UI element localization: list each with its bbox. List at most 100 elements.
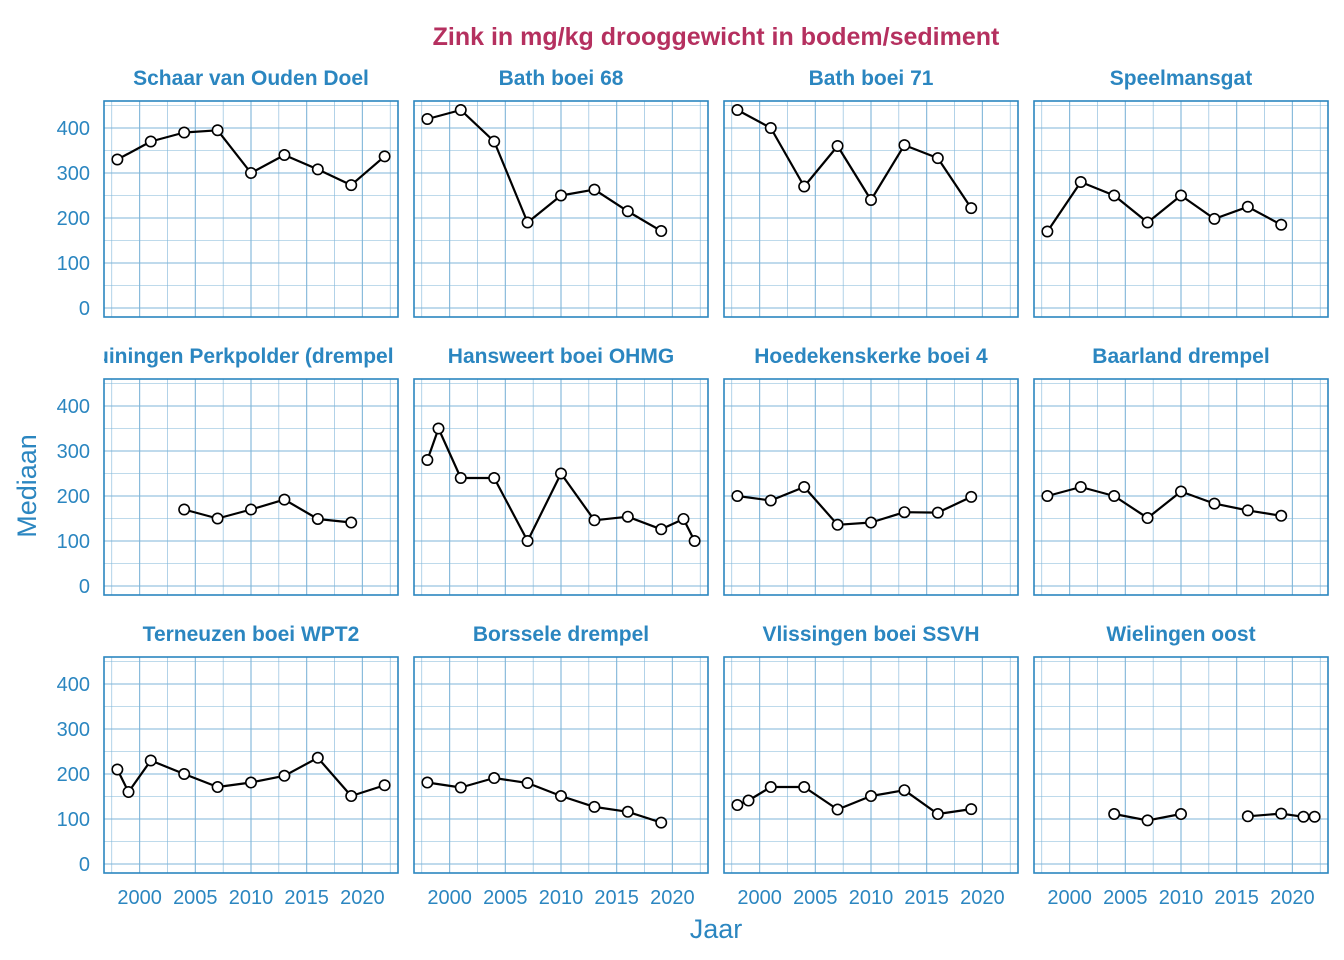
data-point: [554, 189, 567, 202]
data-point: [864, 194, 877, 207]
data-point: [1108, 189, 1121, 202]
data-point: [798, 180, 811, 193]
series: [731, 104, 978, 215]
x-tick-label: 2005: [483, 887, 528, 909]
panel-border: [723, 656, 1019, 874]
data-point: [898, 506, 911, 519]
panel-title: Bath boei 68: [499, 67, 624, 90]
data-point: [831, 140, 844, 153]
panel-border: [103, 656, 399, 874]
data-point: [1175, 189, 1188, 202]
y-tick-label: 300: [57, 441, 90, 463]
data-point: [1241, 504, 1254, 517]
data-point: [965, 490, 978, 503]
panel-title: Hansweert boei OHMG: [448, 345, 674, 368]
panel-border: [723, 378, 1019, 596]
x-tick-label: 2015: [284, 887, 329, 909]
panel-speelmansgat: Speelmansgat: [1033, 67, 1329, 318]
series-line: [116, 756, 385, 798]
panel-hoedekenskerke-boei-4: Hoedekenskerke boei 4: [723, 345, 1019, 596]
y-tick-label: 200: [57, 764, 90, 786]
facet-panels: Schaar van Ouden Doel 0 100 200 300 400 Bath b…: [57, 67, 1329, 909]
x-tick-label: 2005: [173, 887, 218, 909]
series-line: [183, 498, 352, 524]
grid: [104, 101, 398, 317]
panel-title: Borssele drempel: [473, 623, 649, 646]
data-point: [1074, 480, 1087, 493]
y-tick-label: 400: [57, 118, 90, 140]
panel-title: Schaar van Ouden Doel: [133, 67, 369, 90]
data-point: [965, 803, 978, 816]
data-point: [454, 104, 467, 117]
series: [111, 751, 391, 803]
data-point: [831, 803, 844, 816]
data-point: [488, 135, 501, 148]
panel-title: uiningen Perkpolder (drempel: [96, 345, 394, 368]
data-point: [588, 800, 601, 813]
data-point: [144, 135, 157, 148]
data-point: [1208, 497, 1221, 510]
data-point: [421, 776, 434, 789]
panel-border: [413, 656, 709, 874]
data-point: [554, 790, 567, 803]
data-point: [521, 216, 534, 229]
series: [731, 781, 978, 821]
x-tick-label: 2000: [117, 887, 162, 909]
panel-bath-boei-71: Bath boei 71: [723, 67, 1019, 318]
data-point: [655, 523, 668, 536]
x-tick-label: 2000: [427, 887, 472, 909]
x-tick-label: 2000: [1047, 887, 1092, 909]
data-point: [245, 503, 258, 516]
data-point: [245, 167, 258, 180]
series: [421, 422, 701, 547]
series-line: [427, 108, 662, 233]
data-point: [931, 152, 944, 165]
series: [421, 104, 668, 238]
data-point: [621, 805, 634, 818]
panel-title: Speelmansgat: [1110, 67, 1252, 90]
data-point: [345, 516, 358, 529]
data-point: [655, 816, 668, 829]
data-point: [454, 471, 467, 484]
data-point: [211, 781, 224, 794]
series: [731, 480, 978, 531]
data-point: [1308, 810, 1321, 823]
data-point: [1108, 489, 1121, 502]
data-point: [621, 510, 634, 523]
panel-hansweert-boei-ohmg: Hansweert boei OHMG: [413, 345, 709, 596]
panel-baarland-drempel: Baarland drempel: [1033, 345, 1329, 596]
data-point: [211, 512, 224, 525]
x-tick-label: 2005: [793, 887, 838, 909]
data-point: [178, 503, 191, 516]
panel-title: Hoedekenskerke boei 4: [754, 345, 988, 368]
data-point: [731, 104, 744, 117]
panel-border: [723, 100, 1019, 318]
data-point: [1175, 808, 1188, 821]
x-tick-label: 2020: [340, 887, 385, 909]
y-axis-title: Mediaan: [12, 434, 42, 538]
grid: [104, 379, 398, 595]
data-point: [488, 772, 501, 785]
series-line: [736, 109, 973, 209]
y-tick-label: 0: [79, 298, 90, 320]
panel-title: Baarland drempel: [1092, 345, 1269, 368]
series: [1041, 176, 1288, 238]
data-point: [378, 779, 391, 792]
data-point: [864, 516, 877, 529]
data-point: [831, 518, 844, 531]
grid: [414, 657, 708, 873]
panel-title: Vlissingen boei SSVH: [762, 623, 979, 646]
data-point: [378, 150, 391, 163]
data-point: [1275, 218, 1288, 231]
x-tick-label: 2020: [650, 887, 695, 909]
x-tick-label: 2015: [1214, 887, 1259, 909]
y-tick-label: 400: [57, 674, 90, 696]
data-point: [764, 122, 777, 135]
data-point: [521, 776, 534, 789]
series: [421, 772, 668, 829]
data-point: [1041, 489, 1054, 502]
y-tick-label: 100: [57, 531, 90, 553]
panel-schaar-van-ouden-doel: Schaar van Ouden Doel 0 100 200 300 400: [57, 67, 399, 320]
panel-border: [1033, 100, 1329, 318]
